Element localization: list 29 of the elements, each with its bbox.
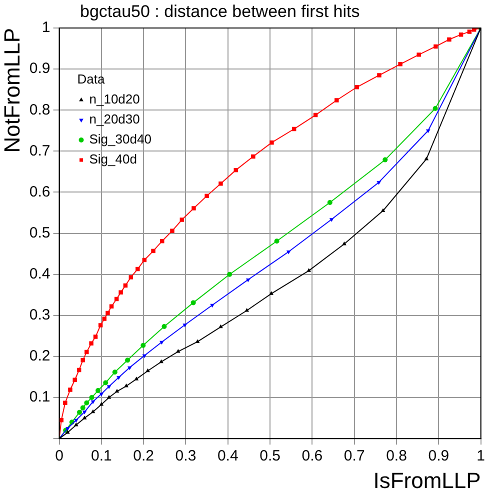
y-tick-label: 0.8 bbox=[29, 101, 50, 118]
x-tick-label: 0.4 bbox=[217, 448, 238, 465]
x-tick-label: 0.9 bbox=[428, 448, 450, 465]
y-tick-label: 0.3 bbox=[29, 306, 50, 324]
y-axis-title: NotFromLLP bbox=[0, 28, 24, 153]
y-tick-label: 0.4 bbox=[29, 266, 50, 282]
legend-label: n_10d20 bbox=[89, 92, 140, 107]
x-tick-label: 0.1 bbox=[90, 448, 112, 465]
legend-label: Sig_40d bbox=[89, 152, 137, 167]
x-tick-label: 0 bbox=[55, 448, 64, 465]
y-tick-label: 0.5 bbox=[29, 224, 50, 242]
x-tick-label: 0.2 bbox=[133, 448, 154, 465]
x-axis-title: IsFromLLP bbox=[373, 468, 481, 493]
y-tick-label: 0.9 bbox=[29, 60, 50, 78]
x-tick-label: 0.7 bbox=[344, 448, 365, 465]
y-tick-label: 0.7 bbox=[29, 142, 50, 160]
x-tick-label: 0.6 bbox=[302, 448, 323, 465]
y-tick-label: 0.2 bbox=[29, 348, 50, 365]
y-tick-label: 1 bbox=[42, 19, 50, 36]
y-tick-label: 0.1 bbox=[29, 388, 50, 406]
x-tick-label: 0.3 bbox=[175, 448, 196, 465]
legend-label: Sig_30d40 bbox=[89, 132, 152, 147]
x-tick-label: 0.8 bbox=[386, 448, 407, 465]
y-tick-label: 0.6 bbox=[29, 183, 50, 200]
chart-title: bgctau50 : distance between first hits bbox=[80, 2, 360, 22]
legend-title: Data bbox=[77, 72, 106, 87]
x-tick-label: 1 bbox=[476, 448, 485, 465]
x-tick-label: 0.5 bbox=[260, 448, 280, 465]
legend-label: n_20d30 bbox=[89, 112, 140, 127]
